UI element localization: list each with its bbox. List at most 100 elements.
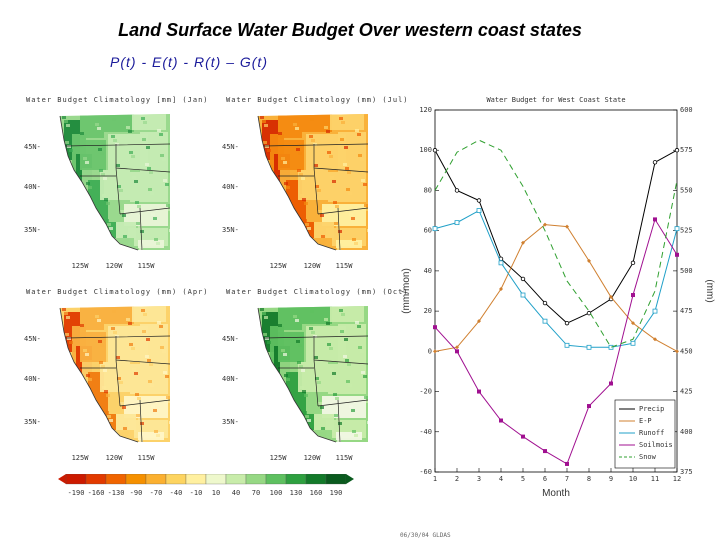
data-point <box>455 345 459 350</box>
colorbar-swatch <box>265 474 287 485</box>
data-point <box>455 349 459 354</box>
data-point <box>543 222 547 227</box>
series-line <box>434 224 678 352</box>
y-tick-label: 0 <box>428 347 432 355</box>
legend-label: Precip <box>639 405 664 413</box>
lon-label: 125W <box>72 454 90 462</box>
x-tick-label: 6 <box>543 475 547 483</box>
y-tick-label: -40 <box>419 428 432 436</box>
data-point <box>608 344 614 350</box>
lon-label: 115W <box>138 454 156 462</box>
x-tick-label: 12 <box>673 475 681 483</box>
data-point <box>477 319 481 324</box>
budget-equation: P(t) - E(t) - R(t) – G(t) <box>110 54 268 70</box>
lon-label: 120W <box>304 262 322 270</box>
data-point <box>675 349 679 354</box>
lon-label: 125W <box>270 262 288 270</box>
lat-label: 45N- <box>24 143 41 151</box>
y-axis-label: (mm/mon) <box>401 268 412 314</box>
y2-tick-label: 600 <box>680 106 693 114</box>
colorbar-swatch <box>285 474 307 485</box>
x-tick-label: 5 <box>521 475 525 483</box>
colorbar-swatch <box>125 474 147 485</box>
y2-tick-label: 550 <box>680 186 693 194</box>
legend-label: Soilmois <box>639 441 673 449</box>
data-point <box>565 224 569 229</box>
y-tick-label: -60 <box>419 468 432 476</box>
colorbar-swatch <box>105 474 127 485</box>
y-tick-label: 120 <box>419 106 432 114</box>
map-july: 45N- 40N- 35N- 125W 120W 115W <box>222 114 369 270</box>
data-point <box>432 226 438 232</box>
footer-credit: 06/30/04 GLDAS <box>400 532 451 539</box>
data-point <box>653 217 657 222</box>
lat-label: 35N- <box>222 226 239 234</box>
lon-label: 115W <box>336 454 354 462</box>
lon-label: 120W <box>106 262 124 270</box>
lat-label: 35N- <box>24 226 41 234</box>
map-april: 45N- 40N- 35N- 125W 120W 115W <box>24 306 171 462</box>
lon-label: 115W <box>138 262 156 270</box>
y-tick-label: 40 <box>424 267 432 275</box>
series-line <box>434 218 678 465</box>
data-point <box>587 258 591 263</box>
colorbar-label: -40 <box>170 489 183 497</box>
data-point <box>499 418 503 423</box>
colorbar-arrow-left <box>58 474 66 484</box>
y-tick-label: 100 <box>419 146 432 154</box>
colorbar-label: 130 <box>290 489 303 497</box>
data-point <box>587 404 591 409</box>
colorbar-label: 70 <box>252 489 260 497</box>
data-point <box>477 389 481 394</box>
x-tick-label: 3 <box>477 475 481 483</box>
data-point <box>476 198 482 203</box>
y2-axis-label: (mm) <box>704 279 715 302</box>
colorbar-swatch <box>245 474 267 485</box>
data-point <box>586 344 592 350</box>
x-tick-label: 1 <box>433 475 437 483</box>
y2-tick-label: 450 <box>680 347 693 355</box>
data-point <box>454 220 460 226</box>
lon-label: 120W <box>106 454 124 462</box>
y2-tick-label: 400 <box>680 428 693 436</box>
data-point <box>631 293 635 298</box>
map-title-apr: Water Budget Climatology (mm) (Apr) <box>26 288 209 296</box>
data-point <box>652 308 658 314</box>
data-point <box>564 320 570 326</box>
colorbar-swatch <box>225 474 247 485</box>
data-point <box>521 240 525 245</box>
legend-label: Runoff <box>639 429 664 437</box>
data-point <box>653 337 657 342</box>
data-point <box>476 208 482 213</box>
data-point <box>609 295 613 300</box>
y-tick-label: 80 <box>424 186 432 194</box>
colorbar-label: -130 <box>108 489 125 497</box>
data-point <box>564 342 570 348</box>
data-point <box>432 148 438 153</box>
y-tick-label: 20 <box>424 307 432 315</box>
legend-label: E-P <box>639 417 652 425</box>
x-tick-label: 11 <box>651 475 659 483</box>
lat-label: 45N- <box>222 143 239 151</box>
data-point <box>521 434 525 439</box>
lat-label: 40N- <box>24 375 41 383</box>
data-point <box>542 318 548 324</box>
map-title-jul: Water Budget Climatology (mm) (Jul) <box>226 96 409 104</box>
colorbar-swatch <box>205 474 227 485</box>
lon-label: 115W <box>336 262 354 270</box>
lat-label: 40N- <box>222 183 239 191</box>
data-point <box>498 260 504 266</box>
page-title: Land Surface Water Budget Over western c… <box>118 20 582 40</box>
y2-tick-label: 575 <box>680 146 693 154</box>
colorbar-swatch <box>305 474 327 485</box>
data-point <box>652 160 658 165</box>
colorbar-label: -90 <box>130 489 143 497</box>
data-point <box>631 321 635 326</box>
data-point <box>454 188 460 193</box>
x-tick-label: 2 <box>455 475 459 483</box>
data-point <box>565 461 569 466</box>
lat-label: 35N- <box>24 418 41 426</box>
y2-tick-label: 525 <box>680 227 693 235</box>
x-tick-label: 7 <box>565 475 569 483</box>
data-point <box>674 226 680 232</box>
